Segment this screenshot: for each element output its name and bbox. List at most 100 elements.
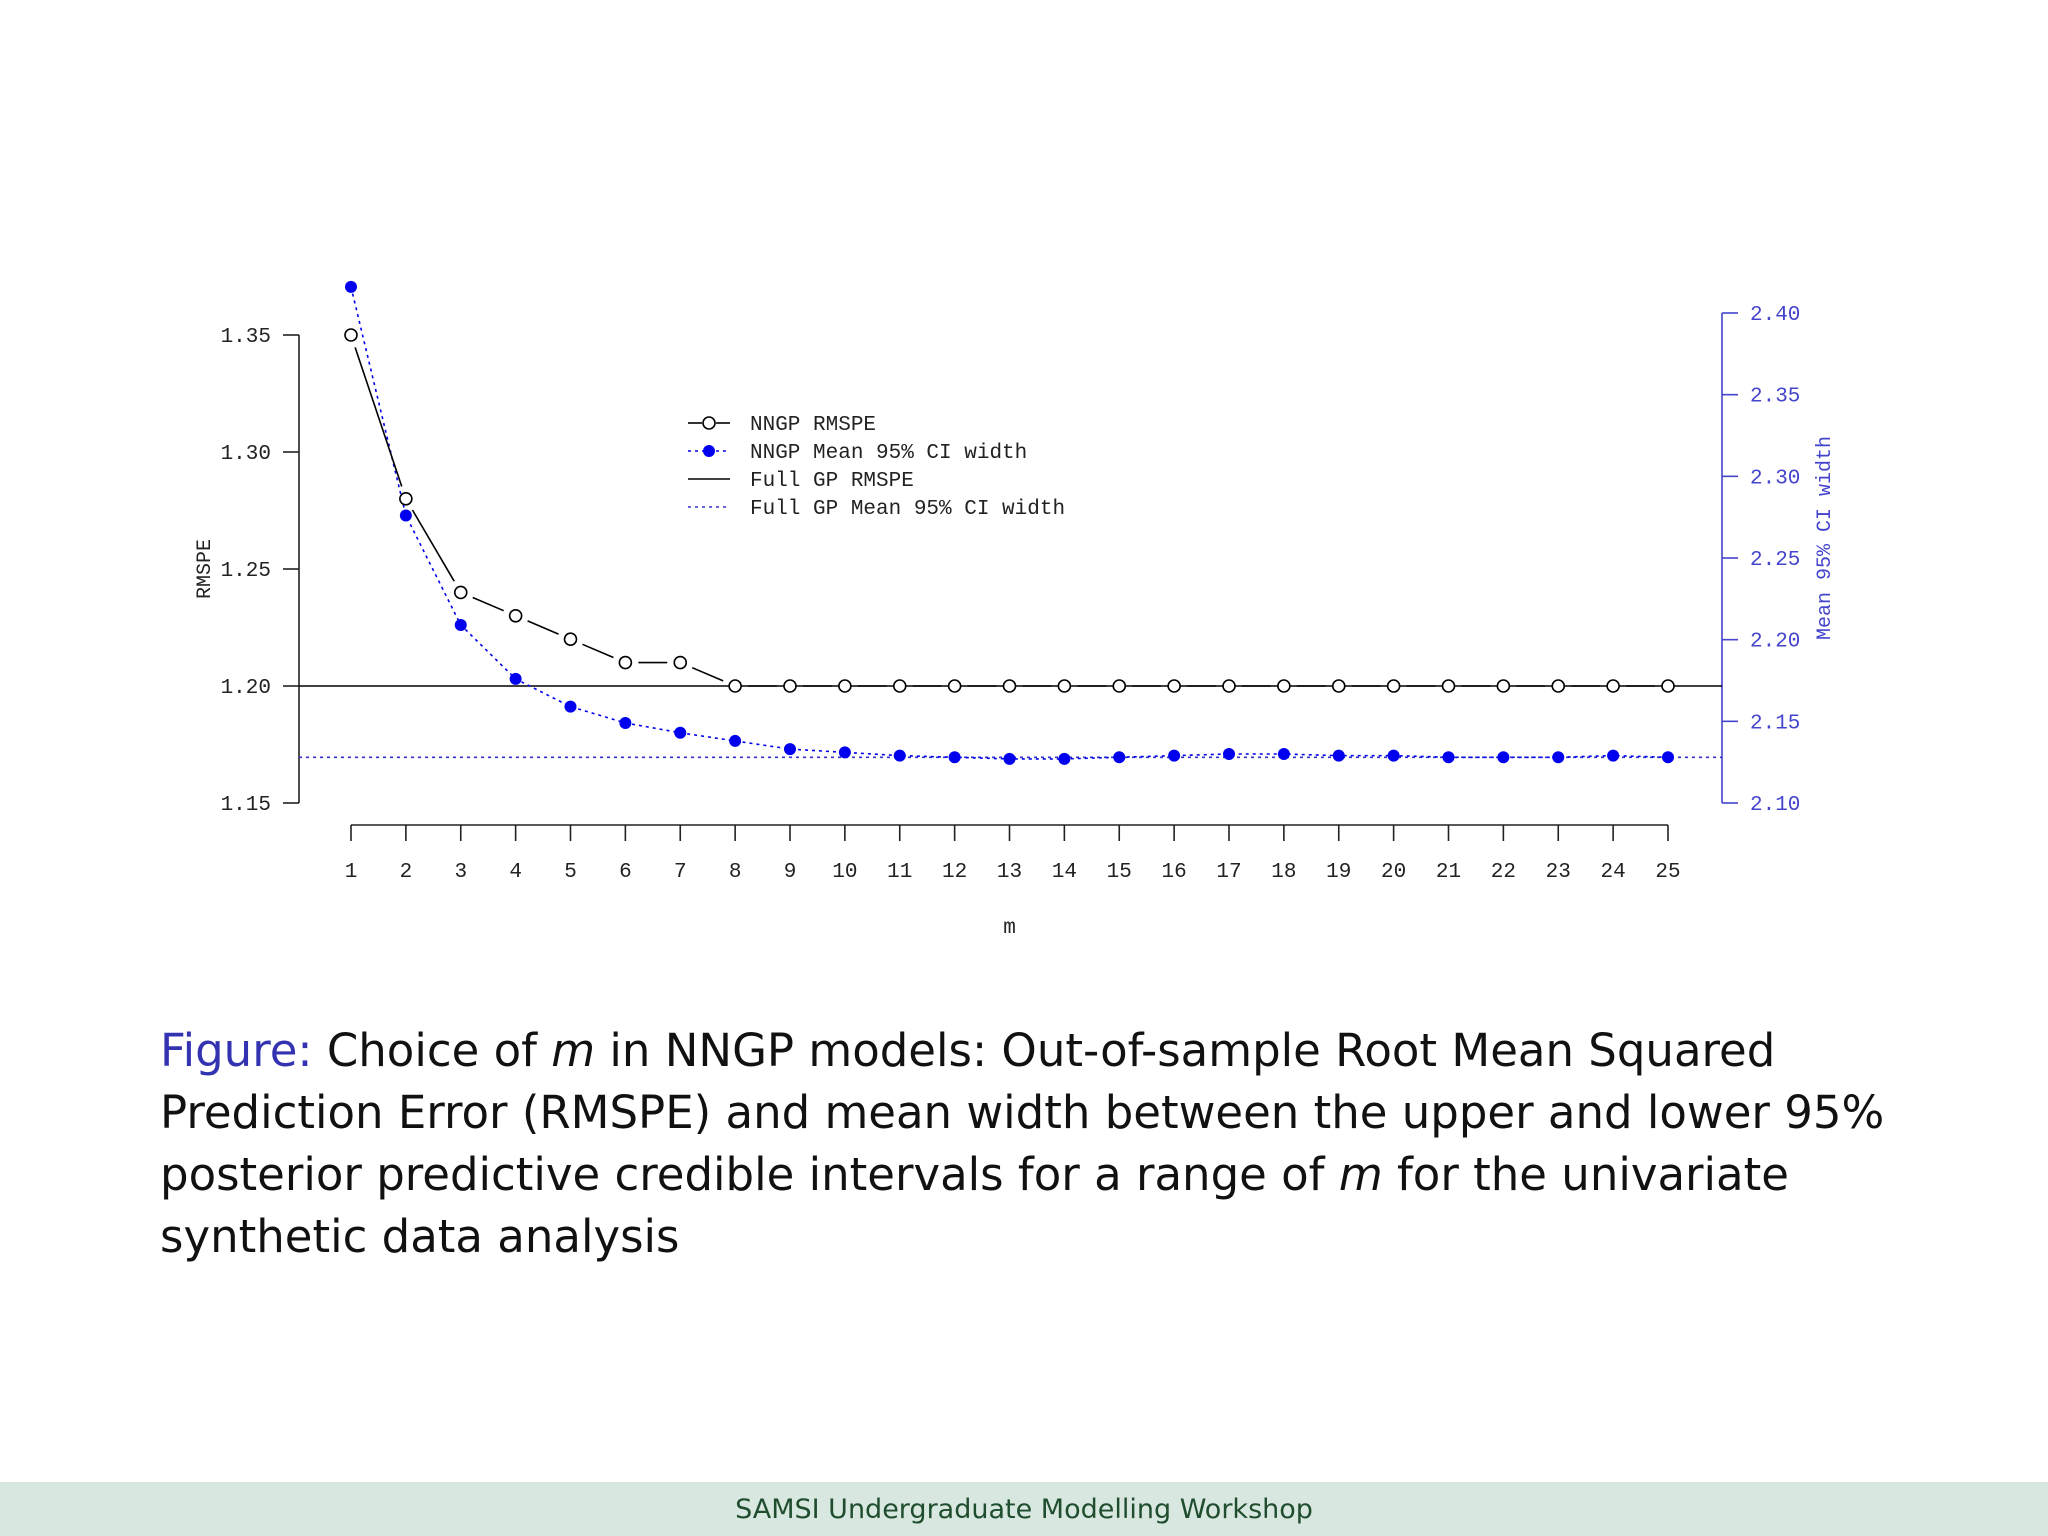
x-tick-label: 19 [1326, 861, 1351, 884]
nngp-ci-point [1003, 752, 1016, 765]
x-tick-label: 4 [509, 861, 522, 884]
x-tick-label: 21 [1436, 861, 1461, 884]
nngp-rmspe-point [1331, 679, 1346, 693]
nngp-ci-point [1662, 751, 1674, 764]
x-tick-label: 18 [1271, 861, 1296, 884]
nngp-ci-point [784, 743, 796, 756]
x-tick-label: 16 [1162, 861, 1187, 884]
left-tick-label: 1.30 [221, 443, 271, 466]
nngp-ci-point [1442, 751, 1455, 764]
nngp-rmspe-segment [582, 643, 614, 659]
nngp-ci-point [509, 672, 522, 685]
x-tick-label: 15 [1107, 861, 1132, 884]
right-tick-label: 2.35 [1750, 386, 1800, 409]
legend-label: NNGP Mean 95% CI width [750, 442, 1027, 465]
x-tick-label: 2 [400, 861, 413, 884]
x-tick-label: 10 [832, 861, 857, 884]
nngp-ci-point [1168, 749, 1181, 762]
nngp-rmspe-segment [527, 620, 559, 635]
footer-text: SAMSI Undergraduate Modelling Workshop [735, 1493, 1313, 1525]
left-tick-label: 1.35 [221, 326, 271, 349]
x-tick-label: 12 [942, 861, 967, 884]
nngp-rmspe-point [1606, 679, 1620, 693]
nngp-rmspe-point [1386, 679, 1401, 693]
right-tick-label: 2.40 [1750, 304, 1800, 327]
x-tick-label: 20 [1381, 861, 1406, 884]
x-tick-label: 14 [1052, 861, 1077, 884]
x-tick-label: 24 [1601, 861, 1626, 884]
nngp-ci-point [948, 751, 961, 764]
nngp-ci-point [1552, 751, 1565, 764]
caption-m-1: m [551, 1024, 596, 1077]
nngp-rmspe-segment [691, 666, 724, 682]
right-tick-label: 2.15 [1750, 712, 1800, 735]
caption-label: Figure: [160, 1024, 313, 1077]
right-tick-label: 2.25 [1750, 549, 1800, 572]
legend-label: NNGP RMSPE [750, 414, 876, 437]
x-tick-label: 11 [887, 861, 912, 884]
nngp-ci-point [399, 509, 412, 522]
x-tick-label: 25 [1655, 861, 1680, 884]
legend-label: Full GP RMSPE [750, 470, 914, 493]
x-tick-label: 8 [729, 861, 742, 884]
nngp-ci-point [674, 726, 687, 739]
nngp-rmspe-point [399, 491, 413, 506]
nngp-rmspe-point [947, 679, 962, 693]
nngp-rmspe-point [1222, 679, 1236, 693]
x-tick-label: 7 [674, 861, 687, 884]
nngp-rmspe-point [1112, 679, 1127, 693]
caption-text-1: Choice of [312, 1024, 552, 1077]
nngp-ci-point [893, 749, 906, 762]
caption-m-2: m [1338, 1148, 1383, 1201]
left-tick-label: 1.15 [221, 794, 271, 817]
nngp-rmspe-point [563, 632, 578, 647]
nngp-ci-point [838, 746, 851, 759]
nngp-rmspe-point [728, 679, 742, 693]
right-tick-label: 2.20 [1750, 631, 1800, 654]
right-axis-title: Mean 95% CI width [1814, 436, 1837, 640]
nngp-rmspe-point [1277, 679, 1291, 693]
right-tick-label: 2.30 [1750, 467, 1800, 490]
nngp-ci-point [1223, 748, 1235, 760]
nngp-rmspe-point [783, 679, 797, 693]
nngp-ci-point [564, 700, 577, 713]
nngp-rmspe-point [508, 608, 523, 623]
right-tick-label: 2.10 [1750, 794, 1800, 817]
nngp-ci-point [454, 618, 467, 631]
x-tick-label: 6 [619, 861, 632, 884]
left-tick-label: 1.20 [221, 677, 271, 700]
nngp-rmspe-point [673, 655, 688, 670]
nngp-ci-point [1277, 748, 1290, 760]
nngp-ci-point [729, 734, 742, 747]
nngp-rmspe-point [838, 679, 852, 693]
nngp-rmspe-point [618, 655, 633, 670]
x-tick-label: 23 [1546, 861, 1571, 884]
left-tick-label: 1.25 [221, 560, 271, 583]
x-tick-label: 1 [345, 861, 358, 884]
nngp-rmspe-point [1002, 679, 1017, 693]
nngp-ci-point [1607, 749, 1620, 762]
nngp-rmspe-point [1551, 679, 1566, 693]
caption-text-2: in NNGP models: Out-of-sample Root Mean … [160, 1024, 1885, 1201]
nngp-ci-point [1058, 752, 1071, 765]
x-axis-title: m [1003, 917, 1016, 940]
nngp-ci-point [345, 280, 357, 293]
legend-label: Full GP Mean 95% CI width [750, 498, 1065, 521]
nngp-rmspe-point [1496, 679, 1511, 693]
x-tick-label: 13 [997, 861, 1022, 884]
nngp-rmspe-point [344, 328, 358, 342]
nngp-rmspe-point [1441, 679, 1456, 693]
nngp-rmspe-point [892, 679, 907, 693]
x-tick-label: 9 [784, 861, 797, 884]
nngp-rmspe-point [453, 585, 468, 600]
nngp-rmspe-segment [354, 347, 403, 487]
nngp-ci-point [1113, 751, 1126, 764]
nngp-ci-point [1332, 749, 1345, 762]
legend-swatch-point [703, 445, 715, 457]
caption-text-3: for the univariate synthetic data analys… [160, 1148, 1789, 1263]
nngp-rmspe-point [1167, 679, 1181, 693]
x-tick-label: 17 [1216, 861, 1241, 884]
nngp-rmspe-segment [472, 596, 504, 612]
left-axis-title: RMSPE [194, 539, 217, 599]
footer-bar: SAMSI Undergraduate Modelling Workshop [0, 1482, 2048, 1536]
